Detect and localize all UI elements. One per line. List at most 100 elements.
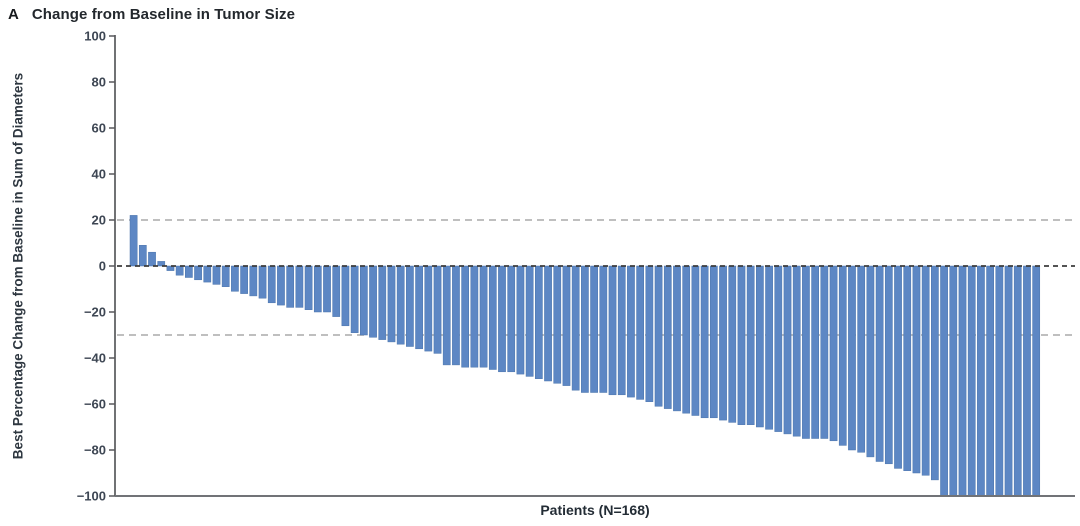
patient-bar (553, 265, 562, 384)
patient-bar (921, 265, 930, 476)
patient-bar (231, 265, 239, 292)
patient-bar (709, 265, 718, 419)
x-axis-label: Patients (N=168) (540, 502, 650, 518)
patient-bar (838, 265, 847, 446)
patient-bar (129, 215, 138, 267)
patient-bar (534, 265, 543, 379)
y-axis-tick-label: 40 (92, 167, 106, 182)
patient-bar (267, 265, 276, 304)
patient-bar (212, 265, 221, 285)
patient-bar (977, 265, 985, 497)
panel-letter: A (8, 6, 19, 23)
patient-bar (138, 245, 147, 267)
patient-bar (627, 265, 635, 398)
patient-bar (1004, 265, 1013, 497)
patient-bar (488, 265, 497, 370)
patient-bar (249, 265, 258, 297)
y-axis-tick-label: 80 (92, 75, 106, 90)
patient-bar (350, 265, 359, 333)
patient-bar (442, 265, 451, 366)
patient-bar (756, 265, 764, 428)
patient-bar (700, 265, 709, 419)
patient-bar (277, 265, 285, 306)
patient-bar (387, 265, 396, 343)
patient-bar (479, 265, 488, 368)
patient-bar (986, 265, 994, 497)
patient-bar (544, 265, 552, 382)
y-axis-tick-label: 20 (92, 213, 106, 228)
figure-header: A Change from Baseline in Tumor Size (8, 6, 295, 23)
patient-bar (507, 265, 516, 373)
patient-bar (802, 265, 810, 439)
patient-bar (866, 265, 875, 458)
patient-bar (1032, 265, 1041, 497)
patient-bar (295, 265, 304, 308)
patient-bar (313, 265, 322, 313)
patient-bar (894, 265, 902, 469)
y-axis-tick-label: −20 (84, 305, 106, 320)
y-axis-tick-label: −40 (84, 351, 106, 366)
patient-bar (470, 265, 479, 368)
patient-bar (498, 265, 506, 373)
patient-bar (424, 265, 433, 352)
panel-title: Change from Baseline in Tumor Size (31, 6, 296, 23)
y-axis-tick-label: −100 (77, 489, 106, 504)
patient-bar (396, 265, 405, 345)
y-axis-tick-label: 0 (99, 259, 106, 274)
patient-bar (737, 265, 746, 425)
patient-bar (673, 265, 681, 412)
patient-bar (562, 265, 571, 386)
y-axis-tick-label: −80 (84, 443, 106, 458)
patient-bar (719, 265, 727, 421)
patient-bar (203, 265, 212, 283)
patient-bar (820, 265, 829, 439)
patient-bar (958, 265, 967, 497)
patient-bar (792, 265, 801, 437)
y-axis-tick-label: 100 (84, 29, 106, 44)
y-axis-tick-label: 60 (92, 121, 106, 136)
patient-bar (360, 265, 368, 336)
patient-bar (323, 265, 331, 313)
patient-bar (341, 265, 350, 327)
patient-bar (148, 251, 156, 267)
patient-bar (166, 265, 175, 271)
patient-bar (406, 265, 414, 347)
patient-bar (516, 265, 525, 375)
patient-bar (811, 265, 819, 439)
patient-bar (912, 265, 921, 474)
patient-bar (221, 265, 230, 287)
patient-bar (1013, 265, 1022, 497)
patient-bar (378, 265, 387, 340)
patient-bar (774, 265, 783, 432)
patient-bar (783, 265, 792, 435)
patient-bar (682, 265, 691, 414)
patient-bar (691, 265, 700, 416)
patient-bar (857, 265, 866, 453)
patient-bar (304, 265, 313, 310)
patient-bar (636, 265, 644, 400)
patient-bar (940, 265, 948, 497)
patient-bar (884, 265, 893, 465)
patient-bar (765, 265, 773, 430)
patient-bar (663, 265, 672, 409)
patient-bar (369, 265, 377, 338)
patient-bar (746, 265, 755, 425)
patient-bar (415, 265, 423, 350)
patient-bar (286, 265, 295, 308)
patient-bar (590, 265, 598, 393)
patient-bar (875, 265, 884, 462)
patient-bar (848, 265, 856, 451)
patient-bar (617, 265, 626, 396)
patient-bar (581, 265, 589, 393)
patient-bar (995, 265, 1004, 497)
patient-bar (175, 265, 184, 276)
patient-bar (949, 265, 958, 497)
y-axis-tick-label: −60 (84, 397, 106, 412)
patient-bar (452, 265, 460, 366)
patient-bar (599, 265, 608, 393)
patient-bar (645, 265, 654, 402)
patient-bar (240, 265, 248, 294)
patient-bar (258, 265, 267, 299)
patient-bar (829, 265, 838, 442)
